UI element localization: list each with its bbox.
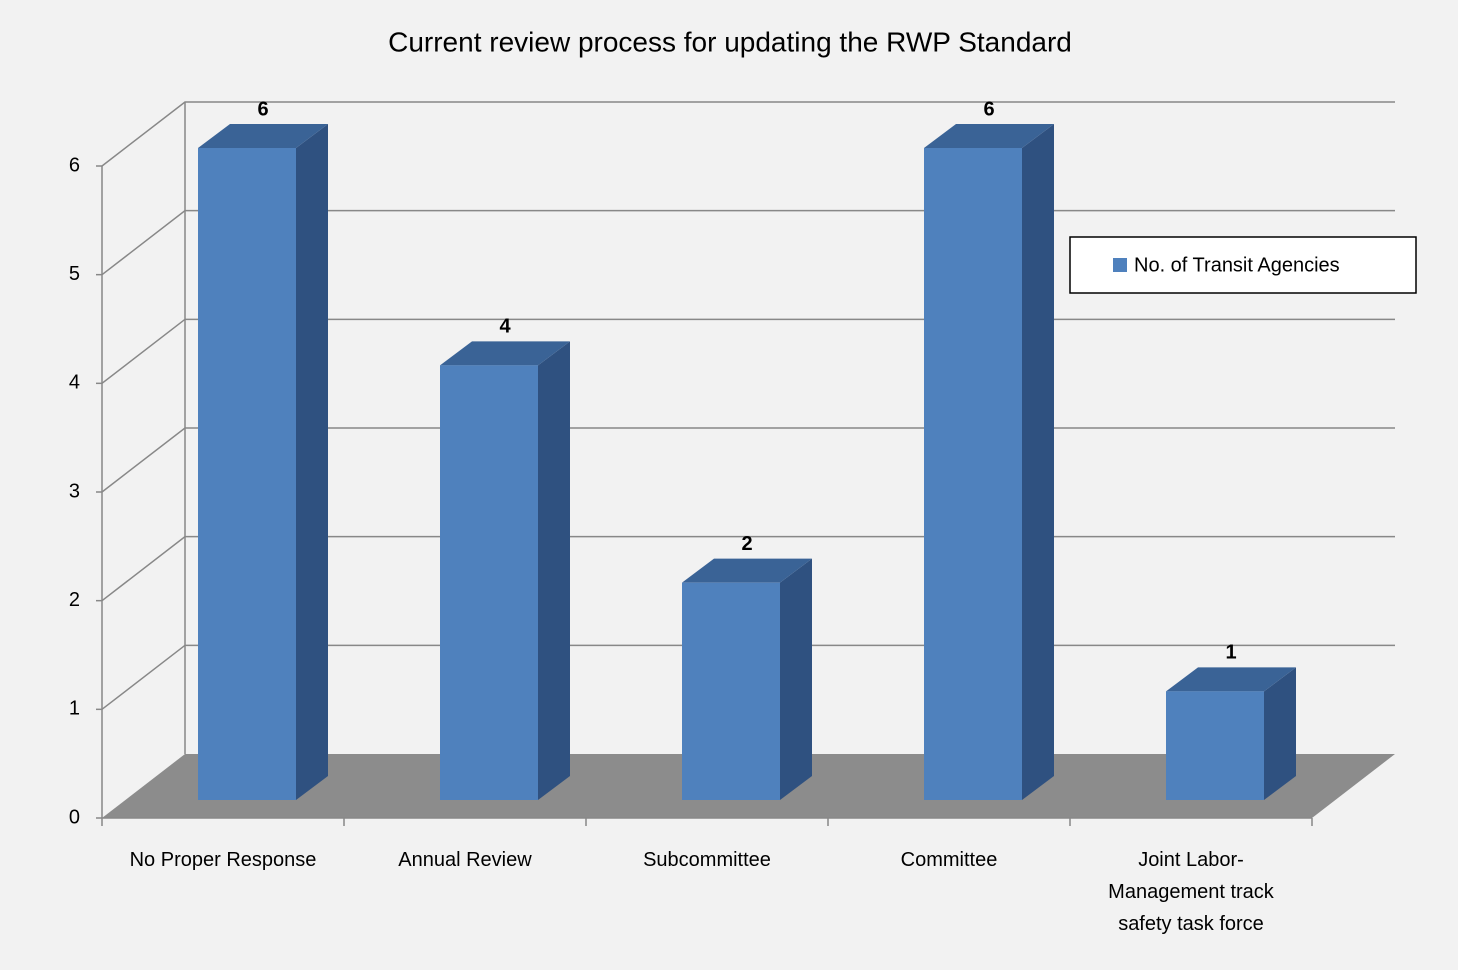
bar — [682, 582, 780, 800]
data-label: 4 — [499, 316, 511, 338]
bar — [198, 148, 296, 800]
bar-side — [780, 558, 812, 800]
bar-top — [440, 341, 570, 366]
data-label: 6 — [983, 98, 994, 120]
bar-top — [682, 558, 812, 583]
chart-title: Current review process for updating the … — [388, 26, 1072, 57]
legend-swatch — [1113, 258, 1127, 272]
bar — [440, 365, 538, 800]
data-label: 2 — [741, 533, 752, 555]
y-tick-label: 3 — [69, 480, 80, 502]
legend-label: No. of Transit Agencies — [1134, 254, 1340, 276]
bar-top — [1166, 667, 1296, 692]
y-tick-label: 0 — [69, 806, 80, 828]
y-tick-label: 4 — [69, 372, 80, 394]
y-tick-label: 5 — [69, 263, 80, 285]
bar-side — [296, 124, 328, 800]
data-label: 1 — [1225, 642, 1236, 664]
legend-box — [1069, 236, 1417, 294]
bar — [1166, 691, 1264, 800]
x-tick-label: Annual Review — [398, 849, 532, 871]
x-tick-label: Joint Labor-Management track safety task… — [1108, 849, 1274, 935]
bar-top — [924, 124, 1054, 148]
data-label: 6 — [257, 98, 268, 120]
bar-top — [198, 124, 328, 148]
x-tick-label: No Proper Response — [129, 849, 317, 871]
bar-side — [1022, 124, 1054, 800]
y-tick-label: 2 — [69, 589, 80, 611]
bar-side — [538, 341, 570, 800]
y-tick-label: 1 — [69, 698, 80, 720]
x-tick-label: Committee — [900, 849, 998, 871]
grid-line — [101, 101, 1395, 167]
bar-side — [1264, 667, 1296, 800]
bar — [924, 148, 1022, 800]
y-tick-label: 6 — [69, 154, 80, 176]
x-tick-label: Subcommittee — [643, 849, 771, 871]
